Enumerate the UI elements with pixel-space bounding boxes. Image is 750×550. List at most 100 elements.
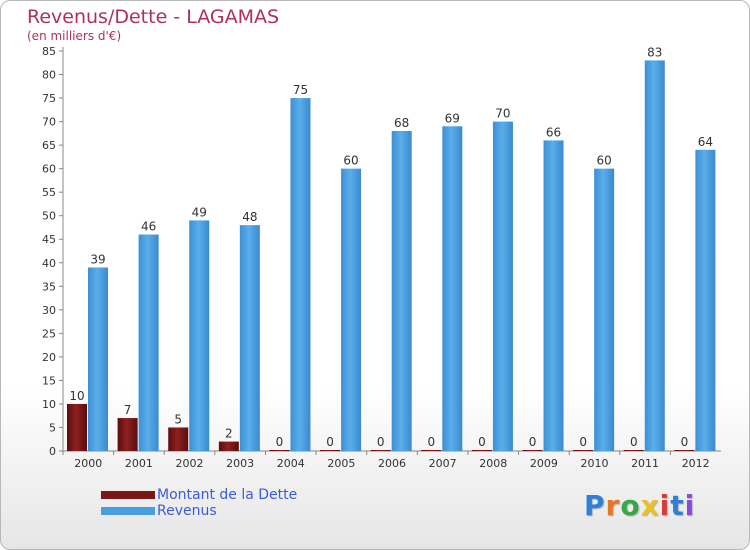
x-tick-label: 2003 [226,457,254,470]
x-tick-label: 2006 [378,457,406,470]
chart-subtitle: (en milliers d'€) [27,29,122,43]
bar-debt [471,450,492,451]
bar-debt [218,441,239,451]
data-label: 10 [69,389,84,403]
data-label: 64 [698,135,713,149]
y-tick-label: 10 [42,398,56,411]
y-tick-label: 60 [42,163,56,176]
data-label: 83 [647,45,662,59]
bar-revenue [492,121,513,452]
x-tick-label: 2012 [682,457,710,470]
chart-title: Revenus/Dette - LAGAMAS [27,6,280,28]
data-label: 0 [377,435,385,449]
logo-letter: t [670,489,685,522]
bar-revenue [594,168,615,451]
y-tick-label: 70 [42,116,56,129]
bar-revenue [138,234,159,451]
bar-debt [117,418,138,451]
bar-debt [67,403,87,451]
x-tick-label: 2002 [176,457,204,470]
data-label: 0 [579,435,587,449]
bar-debt [269,450,290,451]
y-tick-label: 0 [49,445,56,458]
logo-letter: i [684,489,696,522]
legend-label-revenue: Revenus [157,503,217,519]
y-tick-label: 30 [42,304,56,317]
bar-revenue [189,220,210,451]
data-label: 60 [597,154,612,168]
bar-revenue [695,149,716,451]
data-label: 69 [445,111,460,125]
data-label: 60 [343,154,358,168]
x-tick-label: 2011 [631,457,659,470]
y-tick-label: 20 [42,351,56,364]
data-label: 0 [529,435,537,449]
x-tick-label: 2010 [580,457,608,470]
y-tick-label: 80 [42,69,56,82]
data-label: 46 [141,220,156,234]
bar-revenue [543,140,564,452]
y-tick-label: 40 [42,257,56,270]
bar-revenue [341,168,362,451]
data-label: 2 [225,427,233,441]
legend-label-debt: Montant de la Dette [157,487,298,503]
data-label: 0 [326,435,334,449]
x-tick-label: 2007 [429,457,457,470]
logo-letter: i [659,489,671,522]
logo-letter: x [640,489,660,522]
y-tick-label: 55 [42,186,56,199]
bar-debt [421,450,442,451]
x-tick-label: 2008 [479,457,507,470]
y-tick-label: 85 [42,45,56,58]
bar-revenue [644,60,665,451]
bar-debt [674,450,695,451]
bar-debt [522,450,543,451]
bar-debt [370,450,391,451]
bar-revenue [442,126,463,451]
y-tick-label: 15 [42,374,56,387]
y-tick-label: 5 [49,421,56,434]
legend-item-debt: Montant de la Dette [101,487,297,503]
x-tick-label: 2000 [74,457,102,470]
data-label: 49 [192,205,207,219]
bar-revenue [290,98,311,451]
data-label: 48 [242,210,257,224]
x-tick-label: 2009 [530,457,558,470]
bar-debt [623,450,644,451]
legend-swatch-debt [101,491,155,499]
legend-item-revenue: Revenus [101,503,297,519]
data-label: 70 [495,107,510,121]
logo-letter: o [620,489,641,522]
logo-letter: P [584,489,606,522]
legend: Montant de la Dette Revenus [101,487,297,519]
data-label: 68 [394,116,409,130]
y-tick-label: 45 [42,233,56,246]
bar-debt [573,450,594,451]
bar-revenue [88,267,108,451]
y-tick-label: 50 [42,210,56,223]
data-label: 0 [478,435,486,449]
data-label: 0 [276,435,284,449]
logo-letter: r [605,489,621,522]
x-tick-label: 2004 [277,457,305,470]
y-tick-label: 35 [42,280,56,293]
x-tick-label: 2005 [327,457,355,470]
data-label: 0 [681,435,689,449]
data-label: 0 [427,435,435,449]
bar-debt [168,427,189,451]
data-label: 5 [174,412,182,426]
y-tick-label: 25 [42,327,56,340]
bar-debt [320,450,341,451]
data-label: 0 [630,435,638,449]
y-tick-label: 75 [42,92,56,105]
y-tick-label: 65 [42,139,56,152]
x-tick-label: 2001 [125,457,153,470]
data-label: 66 [546,125,561,139]
bar-revenue [239,225,260,451]
data-label: 39 [90,252,105,266]
proxiti-logo: Proxiti [584,489,695,522]
bar-revenue [391,131,412,451]
data-label: 75 [293,83,308,97]
